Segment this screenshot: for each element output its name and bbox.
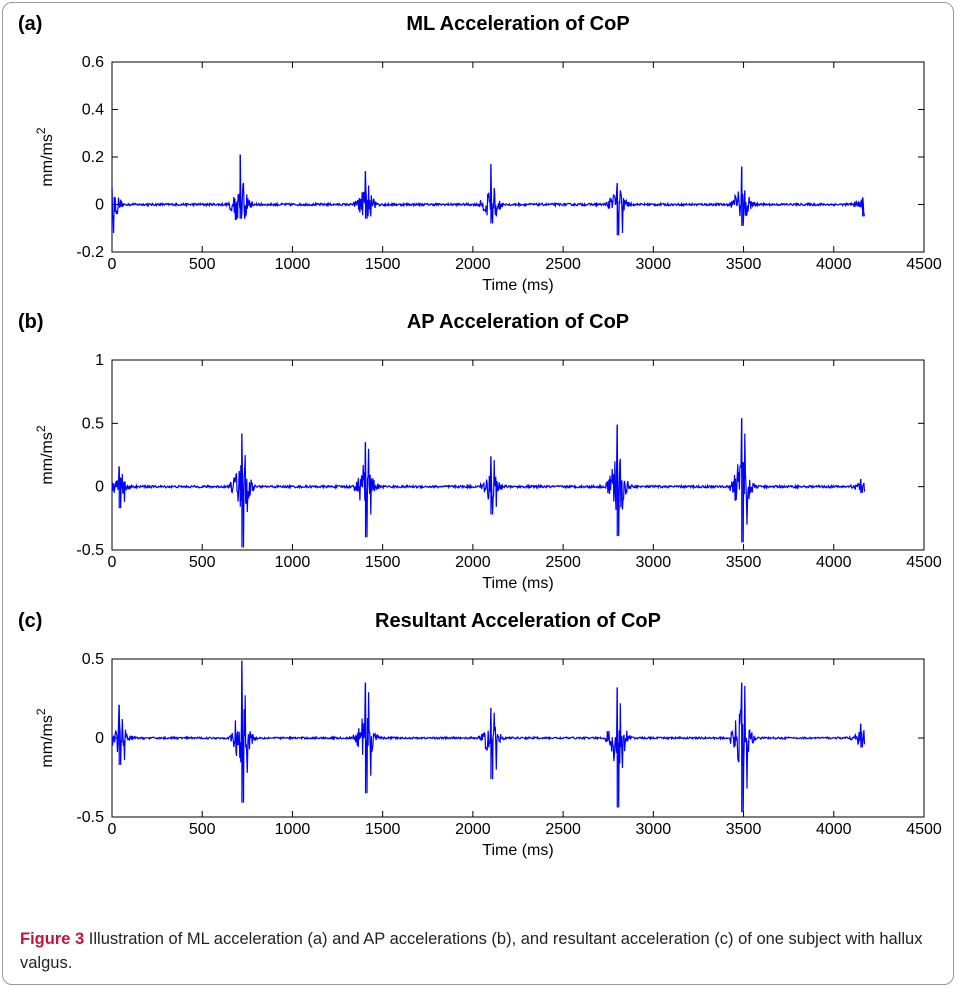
x-tick-label: 1500 [365,554,401,571]
x-tick-label: 500 [189,554,216,571]
caption-label: Figure 3 [20,930,85,948]
x-tick-label: 500 [189,821,216,838]
y-tick-label: 0 [95,197,104,214]
x-tick-label: 2000 [455,554,491,571]
x-tick-label: 4500 [906,256,942,273]
x-tick-label: 4500 [906,554,942,571]
x-tick-label: 4000 [816,256,852,273]
x-tick-label: 2000 [455,821,491,838]
axes-box [111,61,925,253]
series-line [111,660,866,813]
y-axis-label: mm/ms2 [34,127,56,186]
x-tick-label: 2500 [545,821,581,838]
y-tick-label: 0 [95,730,104,747]
y-tick-label: 0.2 [82,149,104,166]
x-tick-label: 4000 [816,554,852,571]
y-axis-label-unit: mm/ms [39,715,56,767]
x-tick-label: 0 [108,554,117,571]
y-axis-label-exponent: 2 [34,425,48,432]
x-tick-label: 3500 [726,821,762,838]
x-tick-label: 1000 [275,821,311,838]
x-tick-label: 0 [108,256,117,273]
y-axis-label: mm/ms2 [34,708,56,767]
figure-caption: Figure 3 Illustration of ML acceleration… [20,927,945,975]
series-line [111,418,866,548]
chart-title: ML Acceleration of CoP [406,13,629,35]
caption-text: Illustration of ML acceleration (a) and … [20,930,923,972]
x-tick-label: 2500 [545,256,581,273]
axes-box [111,359,925,551]
panel-label: (b) [18,311,44,333]
panel-label: (a) [18,13,42,35]
x-tick-label: 4000 [816,821,852,838]
x-tick-label: 3000 [636,821,672,838]
x-tick-label: 3000 [636,256,672,273]
y-tick-label: 0.6 [82,54,104,71]
y-axis-label-exponent: 2 [34,708,48,715]
panel-label: (c) [18,610,42,632]
y-tick-label: -0.2 [76,244,104,261]
x-axis-label: Time (ms) [482,575,553,592]
x-tick-label: 0 [108,821,117,838]
y-axis-label-exponent: 2 [34,127,48,134]
x-tick-label: 500 [189,256,216,273]
y-tick-label: 1 [95,352,104,369]
x-tick-label: 3500 [726,256,762,273]
x-tick-label: 2000 [455,256,491,273]
y-tick-label: 0.4 [82,102,104,119]
chart-panel-3: (c) Resultant Acceleration of CoP 0 500 1000… [18,610,942,859]
y-tick-label: -0.5 [76,542,104,559]
y-tick-label: 0.5 [82,415,104,432]
series-line [111,154,866,236]
x-tick-label: 1000 [275,554,311,571]
x-tick-label: 1000 [275,256,311,273]
x-tick-label: 1500 [365,256,401,273]
y-tick-label: 0 [95,479,104,496]
y-axis-label-unit: mm/ms [39,134,56,186]
x-tick-label: 2500 [545,554,581,571]
y-axis-label: mm/ms2 [34,425,56,484]
x-tick-label: 4500 [906,821,942,838]
y-axis-label-unit: mm/ms [39,432,56,484]
y-tick-label: -0.5 [76,809,104,826]
x-tick-label: 3000 [636,554,672,571]
chart-title: AP Acceleration of CoP [407,311,629,333]
x-axis-label: Time (ms) [482,842,553,859]
x-axis-label: Time (ms) [482,277,553,294]
chart-title: Resultant Acceleration of CoP [375,610,661,632]
y-tick-label: 0.5 [82,651,104,668]
x-tick-label: 1500 [365,821,401,838]
x-tick-label: 3500 [726,554,762,571]
